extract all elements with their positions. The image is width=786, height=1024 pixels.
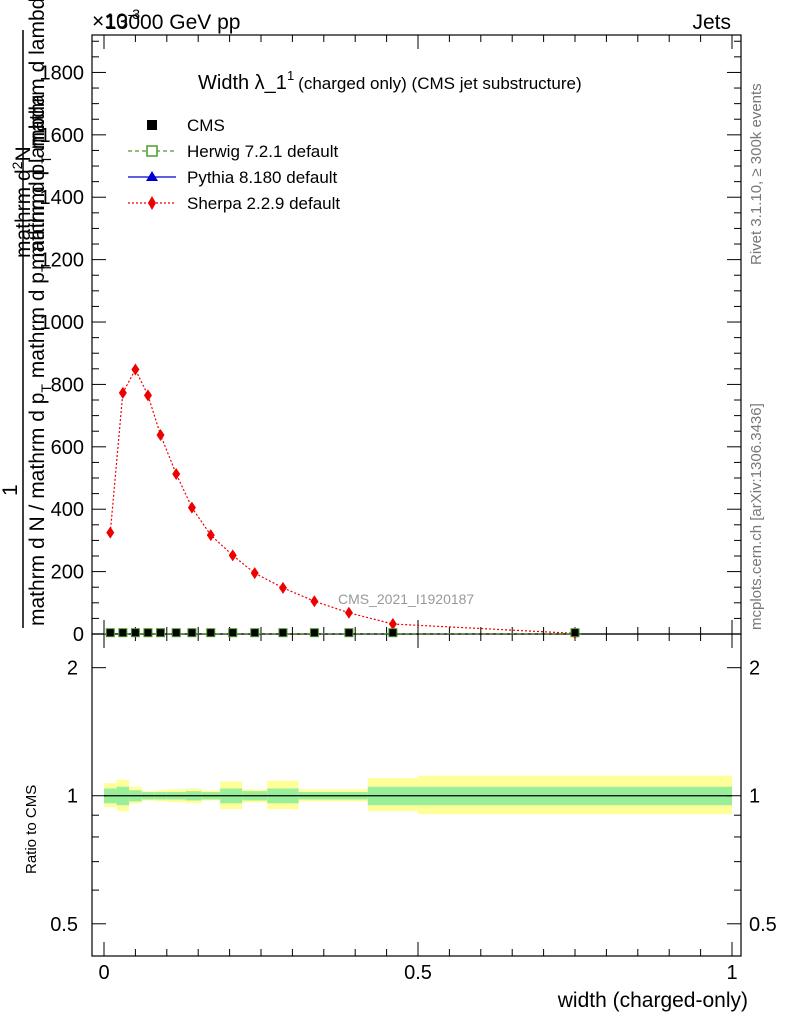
- cms-point: [228, 628, 237, 637]
- axis-tick-labels: 0 200 400 600 800 1000 1200 1400 1600 1800 0 0.5 1 0.…: [40, 62, 777, 984]
- sherpa-point: [228, 549, 237, 562]
- svg-text:mathrm d N / mathrm d pT mathr: mathrm d N / mathrm d pT mathrm d pT mat…: [26, 94, 54, 626]
- herwig-point: [187, 628, 197, 638]
- ratio-tick-label-left-0: 0.5: [50, 914, 78, 936]
- herwig-point: [130, 628, 140, 638]
- open-square-marker-icon: [146, 145, 158, 157]
- cms-point: [172, 628, 181, 637]
- cms-point: [143, 628, 152, 637]
- legend-label: Herwig 7.2.1 default: [187, 142, 338, 161]
- ratio-tick-label-right-1: 1: [749, 786, 760, 808]
- legend-label: Pythia 8.180 default: [187, 168, 338, 187]
- rivet-label: Rivet 3.1.10, ≥ 300k events: [748, 83, 765, 265]
- sherpa-point: [344, 606, 353, 619]
- y-tick-label-1800: 1800: [40, 62, 85, 84]
- herwig-point: [171, 628, 181, 638]
- y-tick-label-1400: 1400: [40, 187, 85, 209]
- sherpa-point: [143, 389, 152, 402]
- plot-title: Width λ_11 (charged only) (CMS jet substr…: [198, 68, 582, 94]
- legend-item-1: Herwig 7.2.1 default: [128, 142, 338, 161]
- sherpa-point: [106, 526, 115, 539]
- cms-point: [106, 628, 115, 637]
- cms-point: [310, 628, 319, 637]
- cms-point: [187, 628, 196, 637]
- legend-label: Sherpa 2.2.9 default: [187, 194, 340, 213]
- y-axis-label-top: mathrm d2N mathrm d pT mathrm d lambda 1…: [0, 0, 54, 628]
- sherpa-point: [131, 363, 140, 376]
- herwig-point: [309, 628, 319, 638]
- cms-point: [278, 628, 287, 637]
- ratio-uncertainty-bands: [104, 775, 732, 815]
- cms-point: [388, 628, 397, 637]
- herwig-point: [388, 628, 398, 638]
- legend: CMS Herwig 7.2.1 default Pythia 8.180 defa…: [128, 116, 340, 213]
- herwig-point: [278, 628, 288, 638]
- legend-item-0: CMS: [147, 116, 225, 135]
- sherpa-point: [250, 567, 259, 580]
- exponent-power: -3: [128, 6, 141, 22]
- cms-point: [156, 628, 165, 637]
- y-tick-label-200: 200: [51, 562, 84, 584]
- herwig-point: [570, 628, 580, 638]
- svg-text:1: 1: [0, 484, 22, 496]
- sherpa-point: [187, 501, 196, 514]
- cms-point: [118, 628, 127, 637]
- sherpa-point: [118, 386, 127, 399]
- diamond-marker-icon: [148, 196, 156, 210]
- y-axis-label-ratio: Ratio to CMS: [23, 785, 40, 874]
- herwig-point: [156, 628, 166, 638]
- ratio-tick-label-left-2: 2: [67, 658, 78, 680]
- ratio-tick-label-left-1: 1: [67, 786, 78, 808]
- panel-frames: [91, 34, 742, 957]
- y-tick-label-1600: 1600: [40, 125, 85, 147]
- cms-point: [250, 628, 259, 637]
- ratio-tick-label-right-2: 2: [749, 658, 760, 680]
- triangle-marker-icon: [146, 171, 158, 181]
- data-series: [104, 363, 582, 640]
- cms-point: [571, 628, 579, 637]
- analysis-label: CMS_2021_I1920187: [338, 591, 474, 607]
- legend-label: CMS: [187, 116, 225, 135]
- sherpa-point: [156, 428, 165, 441]
- herwig-point: [143, 628, 153, 638]
- x-tick-label-2: 1: [726, 962, 737, 984]
- y-tick-label-800: 800: [51, 374, 84, 396]
- legend-item-2: Pythia 8.180 default: [128, 168, 338, 187]
- mcplots-label: mcplots.cern.ch [arXiv:1306.3436]: [748, 403, 765, 630]
- cms-point: [206, 628, 215, 637]
- cms-point: [344, 628, 353, 637]
- sherpa-point: [388, 618, 397, 631]
- herwig-point: [105, 628, 115, 638]
- herwig-point: [228, 628, 238, 638]
- process-label: Jets: [692, 11, 731, 34]
- exponent-label: ×10-3: [92, 6, 140, 33]
- sherpa-point: [206, 529, 215, 542]
- cms-point: [131, 628, 140, 637]
- ratio-tick-label-right-0: 0.5: [749, 914, 777, 936]
- herwig-point: [118, 628, 128, 638]
- y-tick-label-1000: 1000: [40, 312, 85, 334]
- herwig-point: [250, 628, 260, 638]
- y-tick-label-400: 400: [51, 499, 84, 521]
- svg-text:mathrm d pT mathrm d lambda: mathrm d pT mathrm d lambda: [26, 0, 54, 270]
- herwig-point: [344, 628, 354, 638]
- x-tick-label-0: 0: [98, 962, 109, 984]
- y-tick-label-600: 600: [51, 437, 84, 459]
- square-marker-icon: [147, 120, 157, 130]
- sherpa-point: [278, 581, 287, 594]
- ratio-panel-frame: [91, 633, 742, 957]
- energy-label: 13000 GeV pp: [105, 11, 240, 34]
- sherpa-point: [172, 467, 181, 480]
- sherpa-point: [310, 595, 319, 608]
- legend-item-3: Sherpa 2.2.9 default: [128, 194, 340, 213]
- y-tick-label-0: 0: [73, 624, 84, 646]
- x-axis-label: width (charged-only): [557, 989, 748, 1012]
- y-tick-label-1200: 1200: [40, 250, 85, 272]
- herwig-point: [206, 628, 216, 638]
- x-tick-label-1: 0.5: [404, 962, 432, 984]
